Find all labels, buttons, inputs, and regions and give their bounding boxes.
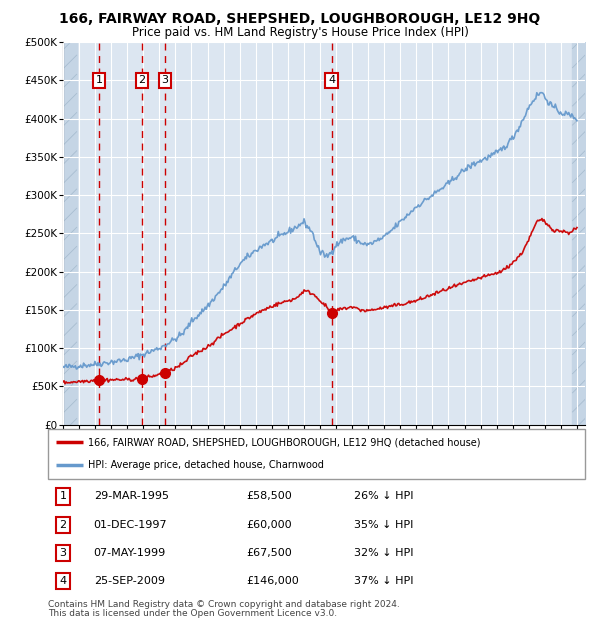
Text: 166, FAIRWAY ROAD, SHEPSHED, LOUGHBOROUGH, LE12 9HQ (detached house): 166, FAIRWAY ROAD, SHEPSHED, LOUGHBOROUG… [88, 438, 481, 448]
Text: 25-SEP-2009: 25-SEP-2009 [94, 576, 164, 586]
Text: 29-MAR-1995: 29-MAR-1995 [94, 492, 169, 502]
Text: 2: 2 [59, 520, 67, 529]
Text: 32% ↓ HPI: 32% ↓ HPI [354, 548, 413, 558]
Text: 2: 2 [139, 76, 146, 86]
Text: This data is licensed under the Open Government Licence v3.0.: This data is licensed under the Open Gov… [48, 609, 337, 618]
Text: 07-MAY-1999: 07-MAY-1999 [94, 548, 166, 558]
Text: HPI: Average price, detached house, Charnwood: HPI: Average price, detached house, Char… [88, 460, 324, 470]
Text: Price paid vs. HM Land Registry's House Price Index (HPI): Price paid vs. HM Land Registry's House … [131, 26, 469, 39]
Text: 1: 1 [59, 492, 67, 502]
Text: 26% ↓ HPI: 26% ↓ HPI [354, 492, 413, 502]
Text: 166, FAIRWAY ROAD, SHEPSHED, LOUGHBOROUGH, LE12 9HQ: 166, FAIRWAY ROAD, SHEPSHED, LOUGHBOROUG… [59, 12, 541, 27]
Text: 4: 4 [59, 576, 67, 586]
Text: £60,000: £60,000 [247, 520, 292, 529]
Text: Contains HM Land Registry data © Crown copyright and database right 2024.: Contains HM Land Registry data © Crown c… [48, 600, 400, 609]
Text: 37% ↓ HPI: 37% ↓ HPI [354, 576, 413, 586]
Text: 3: 3 [59, 548, 67, 558]
Text: £67,500: £67,500 [247, 548, 292, 558]
Text: £58,500: £58,500 [247, 492, 292, 502]
FancyBboxPatch shape [48, 429, 585, 479]
Text: 4: 4 [328, 76, 335, 86]
Text: 1: 1 [95, 76, 103, 86]
Text: 35% ↓ HPI: 35% ↓ HPI [354, 520, 413, 529]
Text: 01-DEC-1997: 01-DEC-1997 [94, 520, 167, 529]
Text: £146,000: £146,000 [247, 576, 299, 586]
Text: 3: 3 [161, 76, 169, 86]
